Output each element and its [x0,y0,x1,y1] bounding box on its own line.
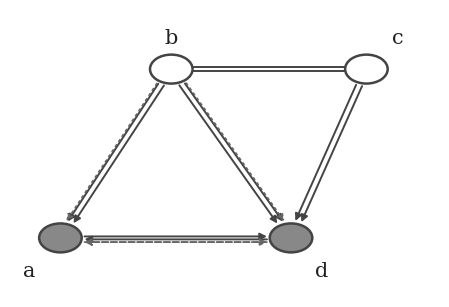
Text: b: b [165,29,178,49]
Text: c: c [392,29,403,49]
Circle shape [150,55,193,84]
Circle shape [270,223,313,252]
Text: a: a [23,262,35,281]
Circle shape [345,55,387,84]
Circle shape [39,223,82,252]
Text: d: d [316,262,329,281]
